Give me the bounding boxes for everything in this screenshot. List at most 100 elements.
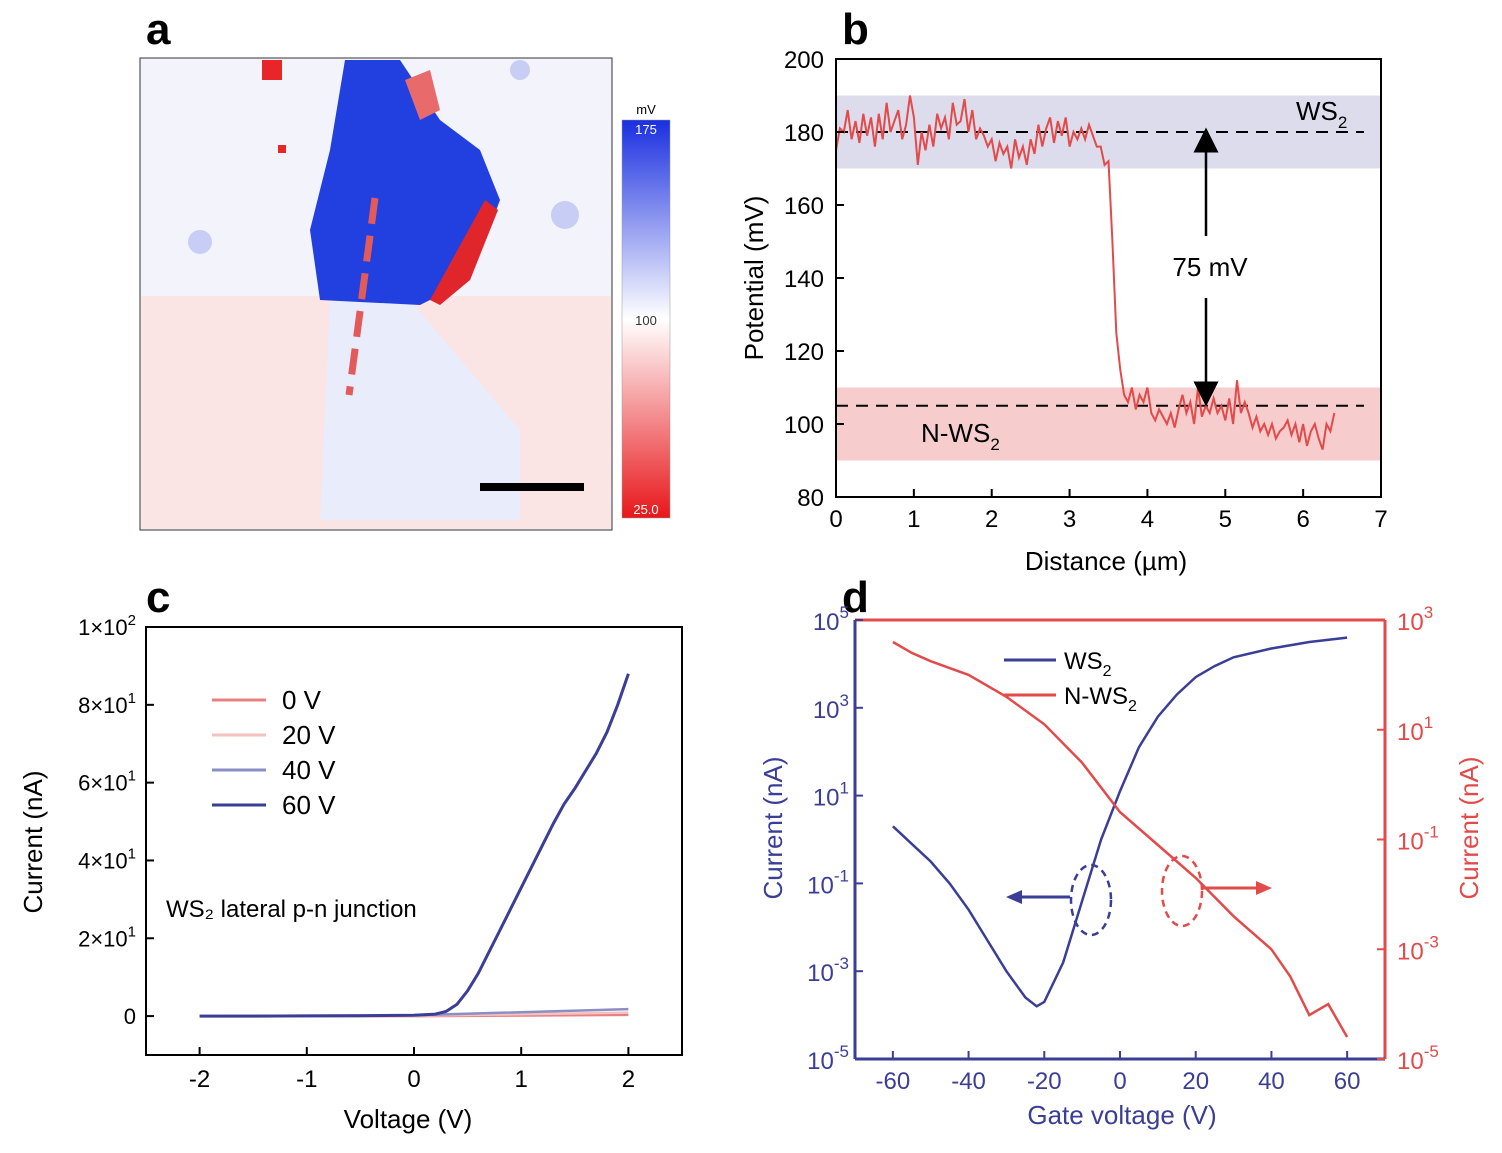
- c-x-tick-label: 2: [622, 1066, 635, 1093]
- b-band: [836, 387, 1381, 461]
- panel-b: b 0 1 2 3 4 5 6 7 80 100 120 140 160 180 200 Distance…: [739, 5, 1388, 576]
- d-x-tick-label: 60: [1334, 1068, 1361, 1095]
- d-left-arrowhead: [1006, 890, 1022, 904]
- d-legend-main: N-WS: [1064, 683, 1128, 710]
- d-y-tick-base: 10: [1397, 829, 1424, 856]
- b-x-tick-label: 7: [1374, 506, 1387, 533]
- d-series: [892, 636, 1349, 1038]
- b-y-tick-label: 140: [784, 266, 824, 293]
- b-x-tick-label: 6: [1296, 506, 1309, 533]
- c-y-tick-base: 6×10: [78, 771, 128, 796]
- b-x-tick-label: 1: [907, 506, 920, 533]
- panel-d: d -60 -40 -20 0 20 40 60 10-510-310-1101103105…: [758, 573, 1484, 1130]
- b-y-tick-label: 80: [797, 485, 824, 512]
- c-plot-frame: [145, 626, 683, 1056]
- d-x-ticks: -60 -40 -20 0 20 40 60: [876, 1051, 1361, 1095]
- b-bands: [836, 95, 1381, 461]
- c-y-tick-label: 6×101: [78, 768, 136, 796]
- d-right-arrowhead: [1256, 881, 1272, 895]
- b-y-tick-label: 100: [784, 412, 824, 439]
- c-legend-label: 40 V: [282, 755, 336, 785]
- d-y-tick-label: 103: [1397, 603, 1433, 636]
- c-y-tick-exponent: 1: [128, 923, 136, 940]
- b-y-tick-label: 180: [784, 120, 824, 147]
- d-y-tick-base: 10: [1397, 719, 1424, 746]
- d-legend-label: WS2: [1064, 648, 1112, 680]
- d-y-tick-base: 10: [813, 697, 840, 724]
- d-ylabel-left: Current (nA): [758, 756, 788, 899]
- b-ylabel: Potential (mV): [739, 196, 769, 361]
- d-legend-sub: 2: [1128, 698, 1137, 715]
- c-y-tick-base: 2×10: [78, 926, 128, 951]
- red-spot: [262, 60, 282, 80]
- b-band-label-nws2: N-WS2: [921, 418, 1000, 454]
- d-xlabel: Gate voltage (V): [1027, 1100, 1216, 1130]
- colorbar-mid-label: 100: [635, 313, 657, 328]
- c-annotation: WS₂ lateral p-n junction: [166, 896, 417, 923]
- panel-a: a mV 175 100 25.0: [139, 5, 671, 531]
- d-y-tick-label: 103: [813, 691, 849, 724]
- d-y-tick-exponent: -5: [1424, 1042, 1439, 1061]
- c-y-tick-label: 1×102: [78, 612, 136, 640]
- c-x-tick-label: 0: [407, 1066, 420, 1093]
- d-y-tick-label: 10-1: [807, 866, 849, 899]
- d-series-line: [892, 640, 1349, 1038]
- d-y-tick-exponent: 3: [840, 691, 849, 710]
- d-y-tick-base: 10: [1397, 1048, 1424, 1075]
- b-x-tick-label: 0: [829, 506, 842, 533]
- c-x-tick-label: -1: [296, 1066, 317, 1093]
- b-x-tick-label: 5: [1219, 506, 1232, 533]
- d-legend-sub: 2: [1103, 663, 1112, 680]
- b-y-ticks: 80 100 120 140 160 180 200: [784, 47, 844, 512]
- b-band-nws2-sub: 2: [990, 435, 999, 454]
- c-legend: 0 V 20 V 40 V 60 V: [212, 685, 336, 820]
- d-y-tick-exponent: 5: [840, 603, 849, 622]
- c-x-tick-label: 1: [515, 1066, 528, 1093]
- d-y-tick-label: 10-3: [1397, 932, 1439, 965]
- c-x-tick-label: -2: [189, 1066, 210, 1093]
- d-x-tick-label: -60: [876, 1068, 911, 1095]
- panel-a-letter: a: [146, 5, 171, 54]
- b-y-tick-label: 200: [784, 47, 824, 74]
- panel-d-letter: d: [842, 573, 869, 622]
- d-series-line: [892, 636, 1348, 1008]
- panel-b-letter: b: [842, 5, 869, 54]
- d-ylabel-right: Current (nA): [1454, 756, 1484, 899]
- b-x-tick-label: 2: [985, 506, 998, 533]
- d-y-tick-label: 10-1: [1397, 823, 1439, 856]
- b-x-tick-label: 4: [1141, 506, 1154, 533]
- c-series: [199, 673, 630, 1018]
- colorbar-unit: mV: [636, 102, 656, 117]
- colorbar-min-label: 25.0: [633, 502, 658, 517]
- c-y-tick-exponent: 2: [128, 612, 136, 629]
- d-y-tick-exponent: 3: [1424, 603, 1433, 622]
- line-profile: [345, 197, 379, 396]
- b-y-tick-label: 120: [784, 339, 824, 366]
- d-y-tick-label: 10-3: [807, 954, 849, 987]
- d-x-tick-label: -40: [951, 1068, 986, 1095]
- c-y-tick-exponent: 1: [128, 845, 136, 862]
- b-y-tick-label: 160: [784, 193, 824, 220]
- d-legend-label: N-WS2: [1064, 683, 1137, 715]
- c-y-tick-base: 0: [124, 1004, 136, 1029]
- d-y-tick-exponent: -1: [834, 866, 849, 885]
- b-x-tick-label: 3: [1063, 506, 1076, 533]
- c-y-tick-base: 4×10: [78, 848, 128, 873]
- b-xlabel: Distance (µm): [1025, 546, 1187, 576]
- d-y-tick-base: 10: [813, 609, 840, 636]
- d-y-tick-label: 10-5: [1397, 1042, 1439, 1075]
- d-y-tick-exponent: -3: [834, 954, 849, 973]
- d-x-tick-label: 20: [1182, 1068, 1209, 1095]
- d-y-tick-base: 10: [807, 872, 834, 899]
- edge-red-strip: [430, 200, 498, 305]
- d-y-tick-base: 10: [1397, 938, 1424, 965]
- d-y-tick-label: 101: [1397, 713, 1433, 746]
- d-y-tick-label: 101: [813, 779, 849, 812]
- c-y-tick-base: 1×10: [78, 615, 128, 640]
- d-nws2-ellipse: [1160, 854, 1204, 928]
- d-y-tick-exponent: -5: [834, 1042, 849, 1061]
